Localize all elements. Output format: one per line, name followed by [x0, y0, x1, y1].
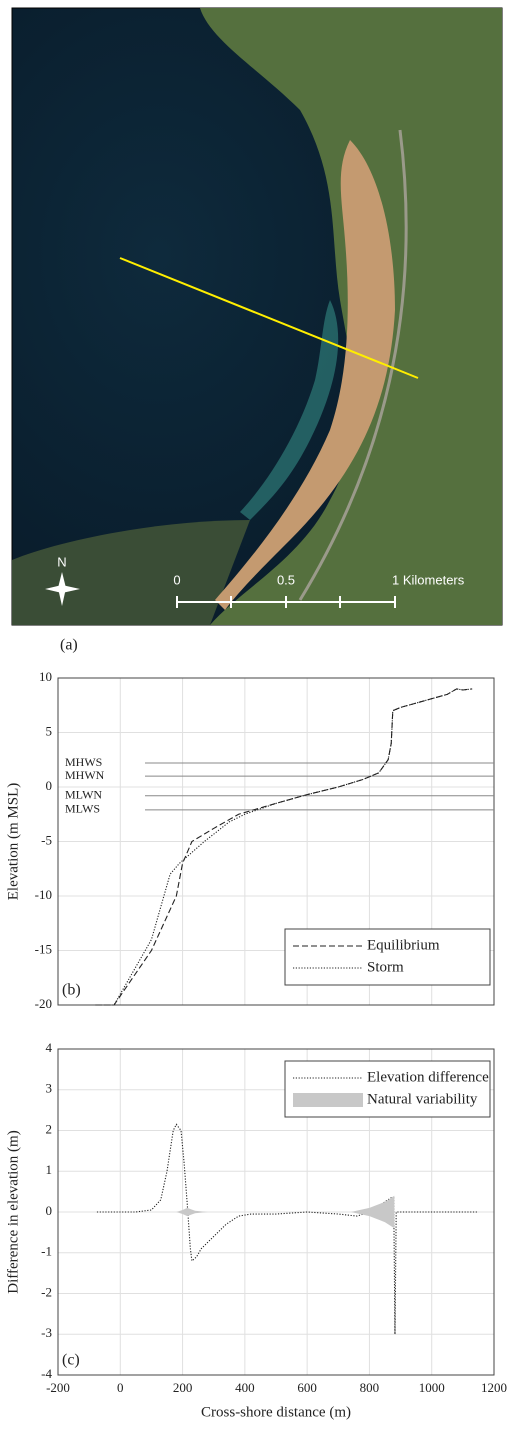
x-tick-label: 400 — [235, 1380, 255, 1395]
x-tick-label: 1200 — [481, 1380, 507, 1395]
x-tick-label: 600 — [297, 1380, 317, 1395]
x-tick-label: 0 — [117, 1380, 124, 1395]
reference-label: MHWN — [65, 768, 105, 782]
y-tick-label: -10 — [35, 887, 52, 902]
y-tick-label: 4 — [46, 1040, 53, 1055]
series-line — [95, 688, 473, 1006]
y-tick-label: -2 — [41, 1284, 52, 1299]
legend-label: Equilibrium — [367, 937, 440, 953]
y-axis-label: Difference in elevation (m) — [5, 1130, 21, 1293]
y-tick-label: 2 — [46, 1121, 53, 1136]
north-label: N — [57, 554, 66, 569]
x-axis-label: Cross-shore distance (m) — [201, 1404, 351, 1420]
legend-label: Elevation difference — [367, 1069, 489, 1085]
y-tick-label: 0 — [46, 1203, 53, 1218]
x-tick-label: 200 — [173, 1380, 193, 1395]
y-tick-label: -20 — [35, 996, 52, 1011]
x-tick-label: 1000 — [419, 1380, 445, 1395]
panel-label: (a) — [60, 637, 78, 654]
reference-label: MHWS — [65, 755, 102, 769]
y-tick-label: 1 — [46, 1162, 53, 1177]
scale-label: 0.5 — [277, 572, 295, 587]
y-tick-label: 5 — [46, 723, 53, 738]
y-tick-label: -4 — [41, 1366, 52, 1381]
y-tick-label: 10 — [39, 669, 52, 684]
legend-box — [284, 928, 491, 986]
x-tick-label: -200 — [46, 1380, 70, 1395]
plot-frame — [57, 1048, 495, 1376]
y-tick-label: -5 — [41, 832, 52, 847]
y-tick-label: -3 — [41, 1325, 52, 1340]
reference-label: MLWN — [65, 787, 102, 801]
series-line — [96, 1123, 479, 1335]
y-tick-label: -15 — [35, 941, 52, 956]
panel-label: (b) — [62, 982, 81, 999]
panel-label: (c) — [62, 1352, 80, 1369]
scale-label: 1 Kilometers — [392, 572, 465, 587]
legend-box — [284, 1060, 491, 1118]
legend-label: Storm — [367, 959, 404, 975]
y-tick-label: 0 — [46, 778, 53, 793]
plot-frame — [57, 677, 495, 1006]
legend-swatch — [293, 1093, 363, 1107]
satellite-image: N 0 0.5 1 Kilometers — [11, 7, 503, 626]
y-tick-label: -1 — [41, 1244, 52, 1259]
reference-label: MLWS — [65, 802, 100, 816]
scale-label: 0 — [173, 572, 180, 587]
variability-band — [176, 1195, 395, 1229]
y-tick-label: 3 — [46, 1081, 53, 1096]
scale-bar — [176, 596, 396, 608]
north-arrow — [45, 572, 80, 606]
y-axis-label: Elevation (m MSL) — [5, 783, 21, 900]
x-tick-label: 800 — [360, 1380, 380, 1395]
legend-label: Natural variability — [367, 1091, 478, 1107]
